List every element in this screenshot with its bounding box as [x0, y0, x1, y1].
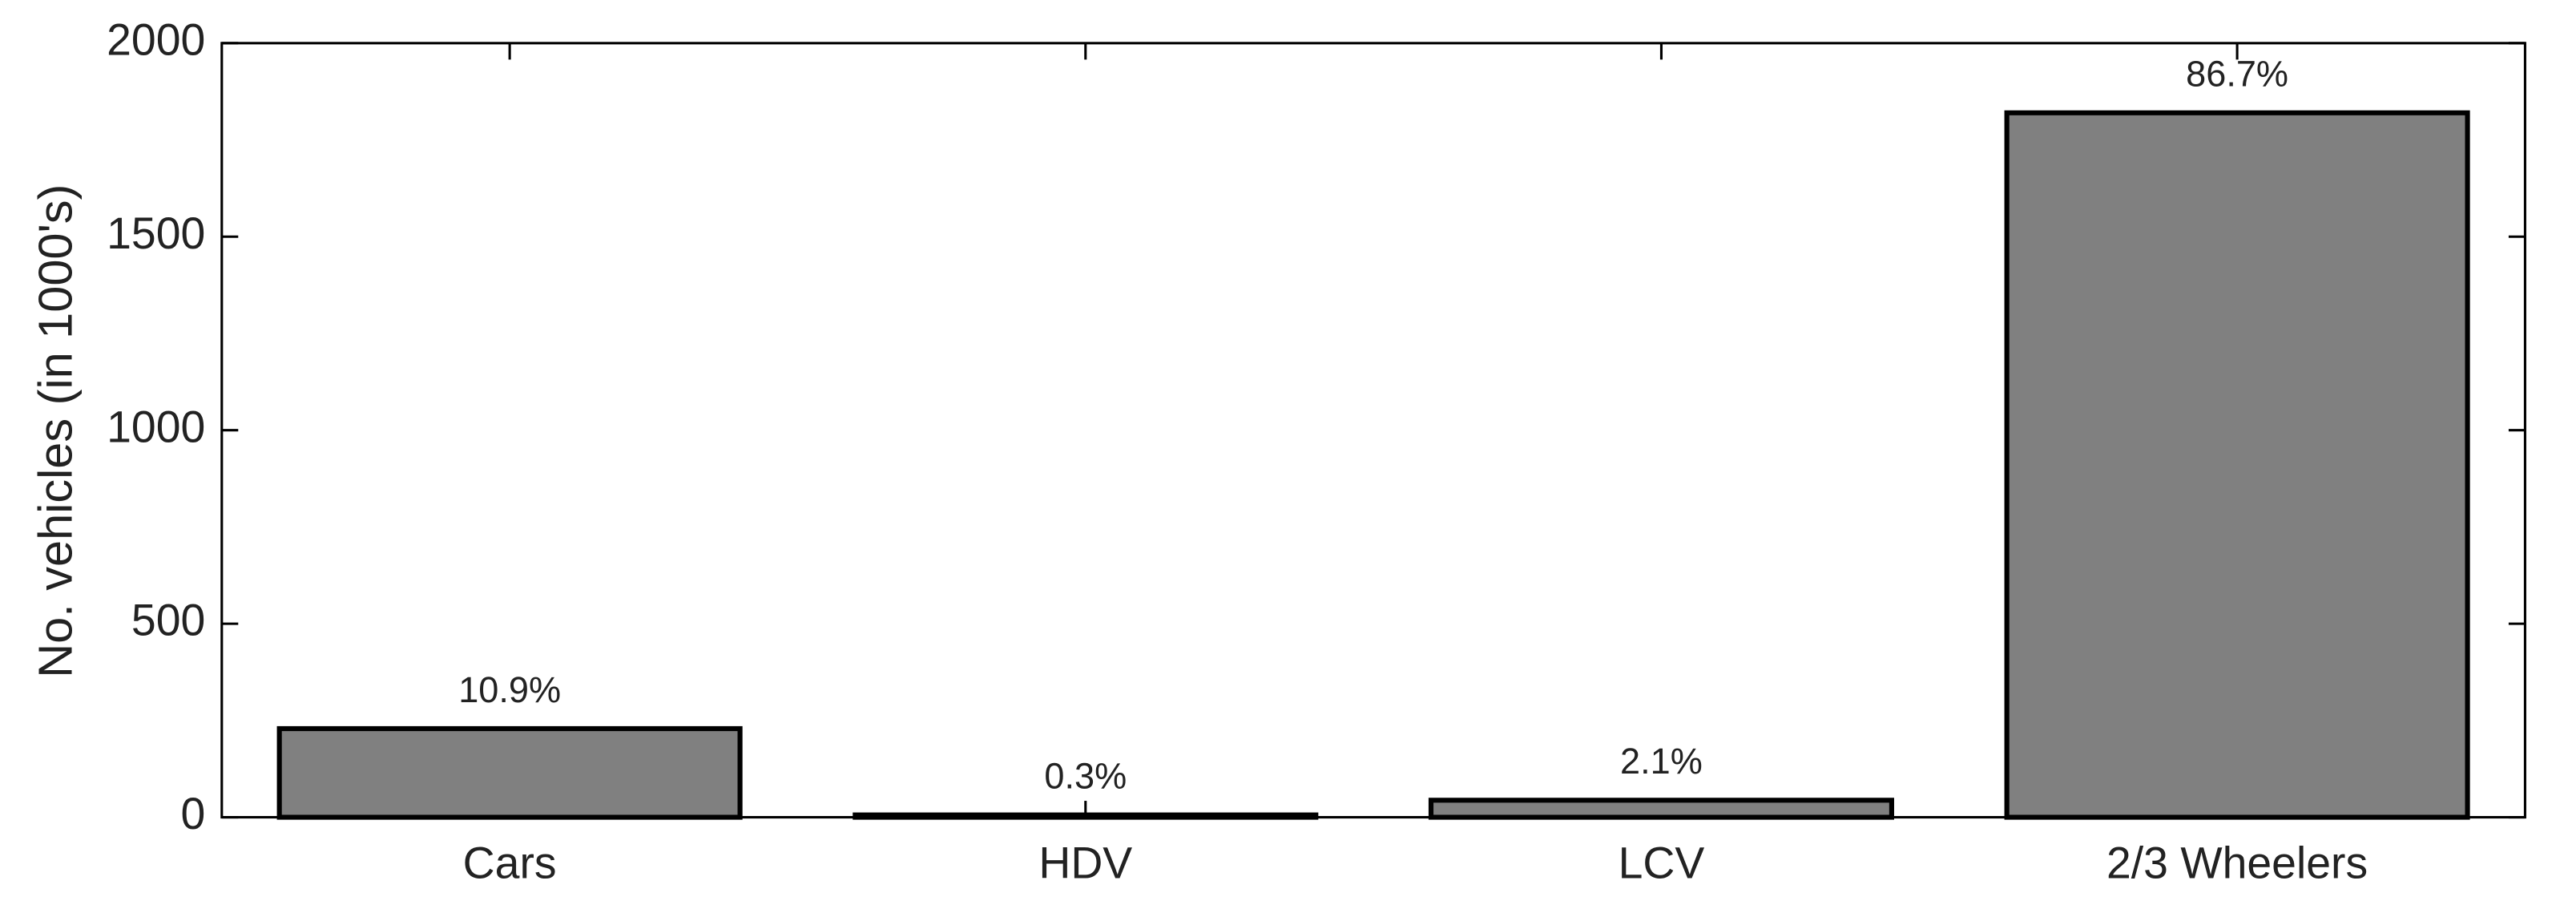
x-tick-label: HDV [1038, 838, 1132, 888]
data-label: 2.1% [1620, 741, 1703, 782]
bar [1428, 798, 1894, 820]
y-tick-label: 2000 [107, 14, 205, 64]
y-tick-label: 1000 [107, 402, 205, 451]
bar [276, 725, 743, 820]
x-tick-label: LCV [1619, 838, 1705, 888]
data-label: 86.7% [2186, 54, 2288, 95]
data-label: 10.9% [458, 669, 561, 710]
bar [2004, 110, 2470, 820]
x-tick-label: 2/3 Wheelers [2106, 838, 2368, 888]
x-tick-label: Cars [463, 838, 557, 888]
data-label: 0.3% [1044, 755, 1127, 796]
y-tick-label: 0 [181, 789, 206, 838]
y-axis-label: No. vehicles (in 1000's) [29, 184, 83, 678]
y-tick-label: 1500 [107, 208, 205, 258]
y-tick-label: 500 [131, 596, 205, 645]
plot-frame [220, 42, 2526, 819]
